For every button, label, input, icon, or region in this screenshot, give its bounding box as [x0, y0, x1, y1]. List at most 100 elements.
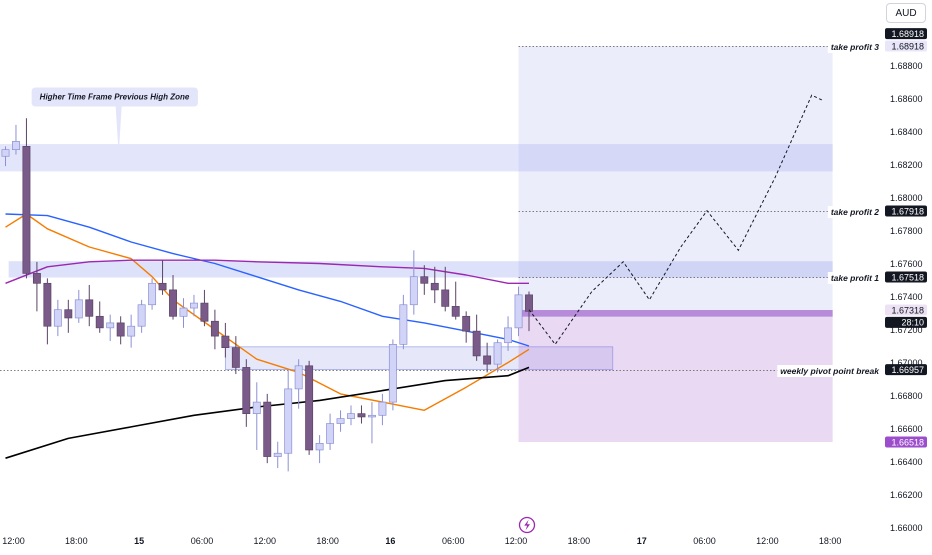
- x-tick-label: 15: [134, 536, 144, 546]
- candle[interactable]: [388, 339, 397, 411]
- candle[interactable]: [127, 314, 136, 348]
- candle-body: [158, 282, 167, 291]
- candle[interactable]: [336, 410, 345, 432]
- candle[interactable]: [95, 301, 104, 333]
- price-badge-text: 1.67518: [891, 272, 924, 282]
- candle[interactable]: [190, 294, 198, 317]
- candle[interactable]: [148, 278, 157, 310]
- price-badge-text: 1.68918: [891, 29, 924, 39]
- x-tick-label: 18:00: [316, 536, 339, 546]
- candle[interactable]: [116, 316, 125, 345]
- candle[interactable]: [231, 336, 240, 375]
- candle-body: [399, 304, 408, 345]
- price-badges-layer: 1.68918 1.68918 1.67918 1.67518 1.67318 28:10…: [885, 28, 927, 448]
- candle-body: [357, 413, 366, 418]
- candle[interactable]: [493, 339, 502, 373]
- zone-profit-zone[interactable]: [518, 46, 833, 311]
- candle[interactable]: [32, 261, 41, 312]
- candle[interactable]: [252, 382, 261, 450]
- zone-support-zone[interactable]: [224, 346, 614, 370]
- candle[interactable]: [504, 316, 513, 351]
- candle-body: [441, 289, 450, 307]
- price-badge: 1.67518: [885, 271, 927, 283]
- candle[interactable]: [85, 284, 94, 327]
- candle-body: [22, 146, 31, 274]
- lightning-icon[interactable]: [518, 516, 536, 534]
- zone-resistance-zone[interactable]: [8, 261, 833, 278]
- candle[interactable]: [1, 146, 10, 167]
- y-tick-label: 1.66200: [890, 490, 923, 500]
- candle[interactable]: [12, 124, 20, 155]
- x-tick-label: 06:00: [442, 536, 465, 546]
- candle[interactable]: [179, 298, 188, 328]
- candle[interactable]: [221, 322, 230, 358]
- price-badge-bg: [885, 364, 927, 376]
- zones-layer: [0, 46, 833, 443]
- candle[interactable]: [472, 314, 481, 361]
- candle-body: [483, 355, 492, 365]
- candle[interactable]: [451, 281, 460, 320]
- candle[interactable]: [368, 402, 376, 444]
- candle[interactable]: [441, 266, 450, 312]
- ma-line-0[interactable]: [5, 213, 530, 347]
- annotation-layer: Higher Time Frame Previous High Zone: [31, 87, 198, 155]
- candle-body: [284, 388, 293, 454]
- candle-body: [525, 294, 533, 312]
- candle-body: [242, 367, 251, 415]
- candle[interactable]: [378, 393, 387, 426]
- candle[interactable]: [53, 299, 62, 337]
- candle-body: [95, 315, 104, 329]
- price-badge-bg: [885, 436, 927, 448]
- candle-body: [231, 347, 240, 368]
- candle[interactable]: [158, 260, 167, 295]
- candle[interactable]: [525, 291, 533, 332]
- x-tick-label: 12:00: [505, 536, 528, 546]
- candle[interactable]: [137, 299, 146, 333]
- candles-layer: [1, 118, 533, 472]
- currency-button[interactable]: AUD: [886, 3, 926, 23]
- candle-body: [451, 306, 460, 317]
- candle-body: [53, 309, 62, 327]
- candle[interactable]: [242, 359, 251, 427]
- candle[interactable]: [483, 342, 492, 373]
- candle-body: [127, 325, 136, 337]
- candle-body: [137, 304, 146, 327]
- candle[interactable]: [326, 413, 335, 450]
- candle[interactable]: [430, 266, 439, 304]
- price-badge: 1.67918: [885, 205, 927, 217]
- candle[interactable]: [409, 250, 418, 315]
- candle[interactable]: [347, 405, 355, 426]
- level-label: weekly pivot point break: [780, 366, 880, 376]
- candle[interactable]: [315, 435, 324, 464]
- candle-body: [169, 289, 177, 317]
- y-tick-label: 1.68400: [890, 127, 923, 137]
- annotation-callout[interactable]: [31, 87, 198, 155]
- candle-body: [85, 299, 94, 317]
- candle[interactable]: [462, 311, 471, 343]
- candle[interactable]: [200, 289, 209, 327]
- candle[interactable]: [210, 309, 219, 350]
- candle[interactable]: [305, 360, 314, 455]
- candle[interactable]: [106, 314, 115, 342]
- candle[interactable]: [357, 405, 366, 424]
- candle[interactable]: [43, 278, 52, 345]
- candle[interactable]: [64, 299, 73, 333]
- candle[interactable]: [284, 369, 293, 472]
- candle[interactable]: [74, 289, 83, 323]
- candle[interactable]: [169, 275, 177, 320]
- ma-line-2[interactable]: [5, 259, 530, 284]
- candle[interactable]: [273, 441, 282, 469]
- candle[interactable]: [294, 359, 303, 409]
- price-badge: 1.68918: [885, 28, 927, 40]
- candle[interactable]: [399, 294, 408, 350]
- candle-body: [493, 342, 502, 365]
- level-label-bg: [827, 41, 883, 53]
- candle[interactable]: [263, 393, 272, 464]
- zone-higher-tf-high-zone[interactable]: [0, 144, 833, 172]
- zone-entry-bar[interactable]: [518, 310, 833, 317]
- candle[interactable]: [22, 118, 31, 279]
- candle[interactable]: [420, 265, 429, 295]
- candle[interactable]: [514, 286, 523, 337]
- level-label: take profit 2: [831, 207, 879, 217]
